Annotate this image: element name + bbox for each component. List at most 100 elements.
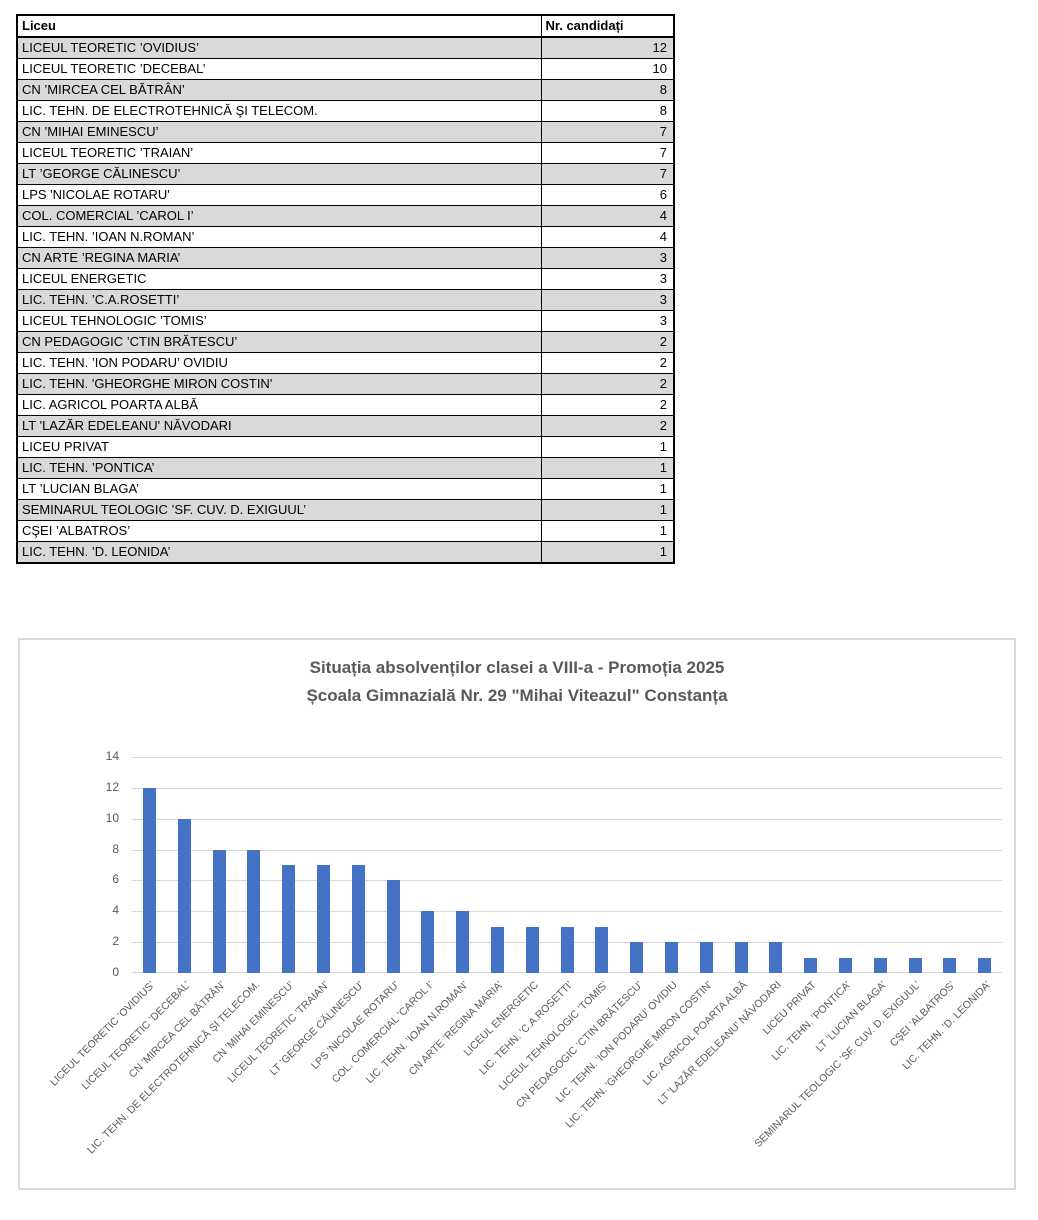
table-row: CN ’MIRCEA CEL BĂTRÂN’ 8 <box>16 79 675 101</box>
plot-area <box>132 757 1002 973</box>
table-row: LT ’GEORGE CĂLINESCU’ 7 <box>16 163 675 185</box>
school-name: LICEUL TEORETIC ’OVIDIUS’ <box>16 36 542 59</box>
candidate-count: 1 <box>540 436 675 458</box>
gridline <box>132 788 1002 789</box>
bar <box>282 865 296 973</box>
table-row: LIC. TEHN. DE ELECTROTEHNICĂ ŞI TELECOM.… <box>16 100 675 122</box>
candidate-count: 2 <box>540 394 675 416</box>
results-table: Liceu Nr. candidați LICEUL TEORETIC ’OVI… <box>16 14 675 564</box>
bar <box>247 849 261 973</box>
table-row: LICEUL TEHNOLOGIC ’TOMIS’ 3 <box>16 310 675 332</box>
table-row: LICEUL TEORETIC ’DECEBAL’ 10 <box>16 58 675 80</box>
school-name: LICEUL TEORETIC ’TRAIAN’ <box>16 142 542 164</box>
x-category-label: CN PEDAGOGIC ’CTIN BRĂTESCU’ <box>513 979 646 1111</box>
candidate-count: 8 <box>540 79 675 101</box>
candidate-count: 7 <box>540 163 675 185</box>
school-name: LIC. AGRICOL POARTA ALBĂ <box>16 394 542 416</box>
candidate-count: 2 <box>540 415 675 437</box>
table-row: CN ARTE ’REGINA MARIA’ 3 <box>16 247 675 269</box>
bar-chart: Situația absolvenților clasei a VIII-a -… <box>18 638 1016 1190</box>
candidate-count: 3 <box>540 310 675 332</box>
school-name: CŞEI ’ALBATROS’ <box>16 520 542 542</box>
candidate-count: 6 <box>540 184 675 206</box>
column-header-nr-candidati: Nr. candidați <box>540 14 675 38</box>
candidate-count: 3 <box>540 268 675 290</box>
bar <box>699 942 713 973</box>
bar <box>804 957 818 973</box>
candidate-count: 2 <box>540 352 675 374</box>
candidate-count: 7 <box>540 142 675 164</box>
bar <box>560 926 574 973</box>
school-name: CN ’MIHAI EMINESCU’ <box>16 121 542 143</box>
table-row: COL. COMERCIAL ’CAROL I’ 4 <box>16 205 675 227</box>
candidate-count: 3 <box>540 247 675 269</box>
bar <box>456 911 470 973</box>
school-name: LIC. TEHN. 'GHEORGHE MIRON COSTIN' <box>16 373 542 395</box>
y-tick-label: 8 <box>112 841 119 856</box>
school-name: LICEUL ENERGETIC <box>16 268 542 290</box>
table-row: SEMINARUL TEOLOGIC ’SF. CUV. D. EXIGUUL’… <box>16 499 675 521</box>
x-axis-labels: LICEUL TEORETIC ’OVIDIUS’ LICEUL TEORETIC… <box>48 973 1002 1178</box>
school-name: LIC. TEHN. ’ION PODARU’ OVIDIU <box>16 352 542 374</box>
school-name: LT ’GEORGE CĂLINESCU’ <box>16 163 542 185</box>
candidate-count: 2 <box>540 373 675 395</box>
candidate-count: 1 <box>540 478 675 500</box>
bar <box>769 942 783 973</box>
candidate-count: 1 <box>540 499 675 521</box>
bar <box>490 926 504 973</box>
bar <box>316 865 330 973</box>
table-row: LIC. TEHN. 'GHEORGHE MIRON COSTIN' 2 <box>16 373 675 395</box>
chart-title-line2: Școala Gimnazială Nr. 29 "Mihai Viteazul… <box>306 685 728 705</box>
gridline <box>132 911 1002 912</box>
school-name: LIC. TEHN. ’D. LEONIDA’ <box>16 541 542 564</box>
school-name: COL. COMERCIAL ’CAROL I’ <box>16 205 542 227</box>
school-name: LIC. TEHN. DE ELECTROTEHNICĂ ŞI TELECOM. <box>16 100 542 122</box>
gridline <box>132 819 1002 820</box>
bar <box>212 849 226 973</box>
table-row: LIC. AGRICOL POARTA ALBĂ 2 <box>16 394 675 416</box>
school-name: LICEU PRIVAT <box>16 436 542 458</box>
candidate-count: 1 <box>540 520 675 542</box>
school-name: LIC. TEHN. ’IOAN N.ROMAN’ <box>16 226 542 248</box>
y-tick-label: 10 <box>105 810 119 825</box>
table-row: LIC. TEHN. ’C.A.ROSETTI’ 3 <box>16 289 675 311</box>
school-name: LICEUL TEORETIC ’DECEBAL’ <box>16 58 542 80</box>
bar <box>351 865 365 973</box>
candidate-count: 4 <box>540 226 675 248</box>
y-axis: 0 2 4 6 8 10 12 14 <box>20 749 119 979</box>
table-row: LIC. TEHN. ’IOAN N.ROMAN’ 4 <box>16 226 675 248</box>
y-tick-label: 14 <box>105 749 119 763</box>
bar <box>908 957 922 973</box>
bar <box>734 942 748 973</box>
candidate-count: 2 <box>540 331 675 353</box>
y-tick-label: 4 <box>112 903 119 918</box>
school-name: LT 'LAZĂR EDELEANU' NĂVODARI <box>16 415 542 437</box>
bar <box>142 787 156 973</box>
school-name: LT ’LUCIAN BLAGA’ <box>16 478 542 500</box>
column-header-liceu: Liceu <box>16 14 542 38</box>
school-name: LPS 'NICOLAE ROTARU' <box>16 184 542 206</box>
x-category-label: SEMINARUL TEOLOGIC ’SF. CUV. D. EXIGUUL’ <box>752 979 924 1150</box>
chart-title-line1: Situația absolvenților clasei a VIII-a -… <box>309 658 725 677</box>
bar <box>873 957 887 973</box>
table-row: LIC. TEHN. ’ION PODARU’ OVIDIU 2 <box>16 352 675 374</box>
table-row: CN PEDAGOGIC ’CTIN BRĂTESCU’ 2 <box>16 331 675 353</box>
y-tick-label: 12 <box>105 779 119 794</box>
table-row: LICEUL TEORETIC ’TRAIAN’ 7 <box>16 142 675 164</box>
y-tick-label: 6 <box>112 872 119 887</box>
bar <box>664 942 678 973</box>
candidate-count: 3 <box>540 289 675 311</box>
school-name: LIC. TEHN. ’C.A.ROSETTI’ <box>16 289 542 311</box>
bar <box>177 818 191 973</box>
school-name: CN ARTE ’REGINA MARIA’ <box>16 247 542 269</box>
chart-title: Situația absolvenților clasei a VIII-a -… <box>20 654 1014 709</box>
gridline <box>132 880 1002 881</box>
school-name: LIC. TEHN. ’PONTICA’ <box>16 457 542 479</box>
table-row: LT ’LUCIAN BLAGA’ 1 <box>16 478 675 500</box>
table-row: LT 'LAZĂR EDELEANU' NĂVODARI 2 <box>16 415 675 437</box>
table-row: LIC. TEHN. ’D. LEONIDA’ 1 <box>16 541 675 564</box>
table-row: LICEU PRIVAT 1 <box>16 436 675 458</box>
candidate-count: 1 <box>540 541 675 564</box>
table-row: LICEUL TEORETIC ’OVIDIUS’ 12 <box>16 36 675 59</box>
school-name: CN PEDAGOGIC ’CTIN BRĂTESCU’ <box>16 331 542 353</box>
